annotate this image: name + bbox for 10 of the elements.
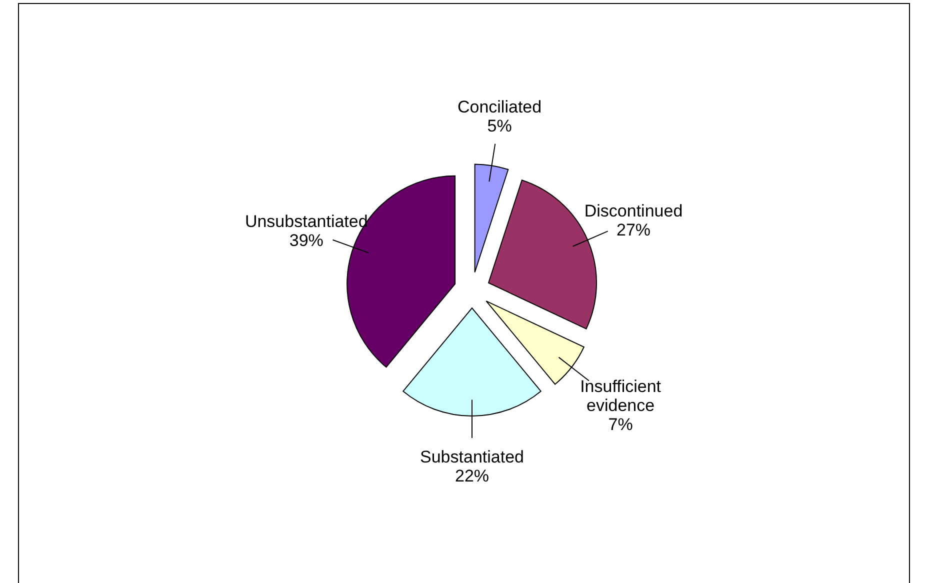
data-label: 7% [608, 415, 633, 434]
data-label: 27% [616, 220, 651, 240]
data-label: 5% [487, 116, 512, 136]
data-label: 39% [289, 230, 324, 250]
slice-label: Conciliated [457, 98, 542, 117]
slice-label: Insufficient evidence [580, 377, 662, 416]
slice-label: Unsubstantiated [244, 212, 368, 231]
slice-label: Substantiated [420, 448, 524, 466]
slice-label: Discontinued [584, 202, 683, 221]
data-label: 22% [454, 466, 490, 486]
